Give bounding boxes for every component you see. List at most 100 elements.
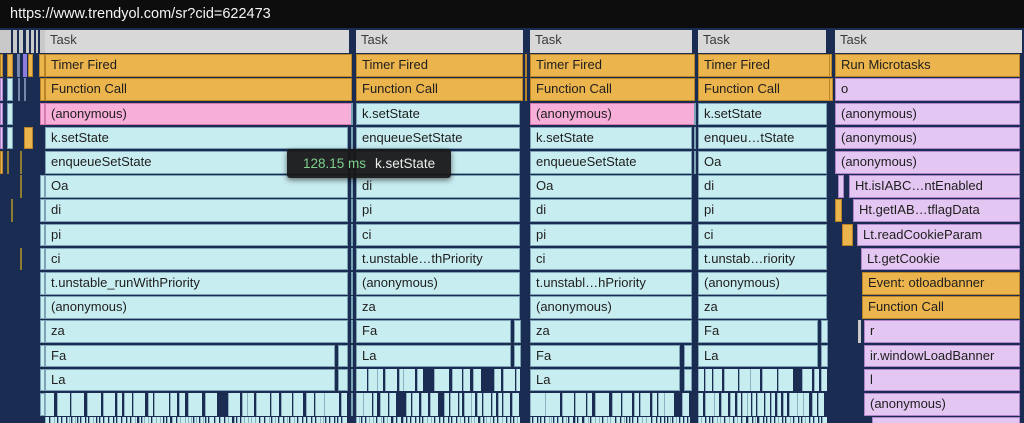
flame-bar[interactable]: Timer Fired: [530, 54, 695, 77]
flame-bar[interactable]: Function Call: [530, 78, 695, 101]
flame-bar-fragment[interactable]: [338, 344, 348, 368]
flame-bar[interactable]: Lt.getCookie: [861, 247, 1020, 271]
flame-bar[interactable]: za: [698, 296, 827, 319]
flame-segments-row[interactable]: [530, 393, 692, 416]
flame-segments-row[interactable]: [698, 368, 827, 392]
flame-bar[interactable]: (anonymous): [864, 393, 1020, 416]
flame-bar[interactable]: di: [530, 199, 692, 222]
flame-bar[interactable]: Fa: [530, 344, 680, 368]
flame-bar[interactable]: ci: [356, 223, 520, 247]
flame-bar[interactable]: (anonymous): [698, 272, 827, 295]
flame-bar[interactable]: Task: [45, 30, 349, 53]
flame-segments-row[interactable]: [698, 417, 827, 423]
flame-bar[interactable]: Lt.readCookieParam: [857, 223, 1020, 247]
flame-bar[interactable]: La: [45, 368, 335, 392]
flame-bar[interactable]: Task: [356, 30, 523, 53]
flame-bar-fragment[interactable]: [514, 320, 521, 343]
flame-bar[interactable]: l: [864, 368, 1020, 392]
flame-bar[interactable]: (anonymous): [45, 296, 348, 319]
flame-bar[interactable]: La: [530, 368, 680, 392]
flame-bar[interactable]: [872, 417, 1020, 423]
flame-bar[interactable]: (anonymous): [530, 296, 692, 319]
flame-bar[interactable]: di: [698, 175, 827, 198]
flame-segments-row[interactable]: [45, 417, 348, 423]
flame-segments-row[interactable]: [45, 393, 348, 416]
flame-bar[interactable]: pi: [356, 199, 520, 222]
flame-bar[interactable]: Ht.isIABC…ntEnabled: [849, 175, 1020, 198]
flame-bar-fragment[interactable]: [684, 344, 692, 368]
flame-bar[interactable]: k.setState: [45, 126, 348, 150]
flame-bar[interactable]: ci: [698, 223, 827, 247]
flame-segment: [502, 417, 507, 423]
flame-bar[interactable]: t.unstable…thPriority: [356, 247, 520, 271]
flame-bar[interactable]: enqueueSetState: [45, 151, 348, 174]
flame-bar[interactable]: t.unstable_runWithPriority: [45, 272, 348, 295]
flame-bar[interactable]: (anonymous): [835, 102, 1020, 126]
flame-segment: [530, 417, 533, 423]
flame-bar[interactable]: pi: [698, 199, 827, 222]
flame-bar[interactable]: o: [835, 78, 1020, 101]
flame-bar[interactable]: (anonymous): [530, 102, 695, 126]
flame-bar[interactable]: k.setState: [356, 102, 520, 126]
flame-segment: [431, 417, 435, 423]
flame-bar[interactable]: Oa: [45, 175, 348, 198]
flame-bar-fragment[interactable]: [338, 368, 348, 392]
flame-bar[interactable]: (anonymous): [835, 151, 1020, 174]
flame-bar[interactable]: enqueu…tState: [698, 126, 827, 150]
flame-bar[interactable]: Event: otloadbanner: [862, 272, 1020, 295]
flame-bar[interactable]: za: [356, 296, 520, 319]
flame-segment: [798, 417, 802, 423]
flame-bar[interactable]: di: [356, 175, 520, 198]
flame-bar[interactable]: Fa: [356, 320, 511, 343]
flame-bar[interactable]: Run Microtasks: [835, 54, 1020, 77]
flame-bar[interactable]: pi: [45, 223, 348, 247]
flame-segments-row[interactable]: [356, 417, 520, 423]
flame-bar[interactable]: k.setState: [698, 102, 827, 126]
flame-bar[interactable]: k.setState: [530, 126, 692, 150]
flame-bar[interactable]: ci: [530, 247, 692, 271]
flame-bar[interactable]: La: [356, 344, 511, 368]
flame-bar[interactable]: Function Call: [862, 296, 1020, 319]
flame-bar-fragment[interactable]: [821, 320, 828, 343]
flame-bar[interactable]: Function Call: [356, 78, 523, 101]
flame-bar[interactable]: Fa: [45, 344, 335, 368]
flame-bar[interactable]: ci: [45, 247, 348, 271]
flame-bar[interactable]: Task: [530, 30, 692, 53]
flame-bar[interactable]: r: [864, 320, 1020, 343]
flame-segments-row[interactable]: [356, 368, 520, 392]
flame-bar[interactable]: Function Call: [45, 78, 352, 101]
flame-bar[interactable]: Oa: [530, 175, 692, 198]
flame-segment: [603, 417, 607, 423]
flame-bar-fragment[interactable]: [514, 344, 521, 368]
flame-bar[interactable]: enqueueSetState: [530, 151, 692, 174]
flame-bar[interactable]: (anonymous): [356, 272, 520, 295]
flame-bar[interactable]: enqueueSetState: [356, 126, 520, 150]
flame-bar[interactable]: (anonymous): [45, 102, 352, 126]
flame-bar[interactable]: t.unstab…riority: [698, 247, 827, 271]
flame-bar[interactable]: pi: [530, 223, 692, 247]
flame-segments-row[interactable]: [356, 393, 520, 416]
flame-segment: [736, 393, 742, 416]
flame-bar-fragment[interactable]: [821, 344, 828, 368]
flame-bar[interactable]: Timer Fired: [45, 54, 352, 77]
flame-bar[interactable]: La: [698, 344, 818, 368]
flame-bar[interactable]: Ht.getIAB…tflagData: [853, 199, 1020, 222]
flame-bar[interactable]: Function Call: [698, 78, 830, 101]
flame-bar[interactable]: za: [530, 320, 692, 343]
flame-bar[interactable]: Fa: [698, 320, 818, 343]
flame-bar[interactable]: za: [45, 320, 348, 343]
flame-bar[interactable]: Task: [835, 30, 1022, 53]
flame-segments-row[interactable]: [530, 417, 692, 423]
flame-bar[interactable]: Timer Fired: [698, 54, 830, 77]
flame-bar-fragment[interactable]: [684, 368, 692, 392]
flame-bar[interactable]: ir.windowLoadBanner: [864, 344, 1020, 368]
flame-bar[interactable]: di: [45, 199, 348, 222]
flame-bar[interactable]: Oa: [698, 151, 827, 174]
flame-segments-row[interactable]: [698, 393, 827, 416]
flame-mini-bar: [0, 126, 3, 150]
flame-bar[interactable]: Timer Fired: [356, 54, 523, 77]
flame-bar[interactable]: t.unstabl…hPriority: [530, 272, 692, 295]
flame-bar[interactable]: (anonymous): [835, 126, 1020, 150]
flame-bar[interactable]: Task: [698, 30, 826, 53]
